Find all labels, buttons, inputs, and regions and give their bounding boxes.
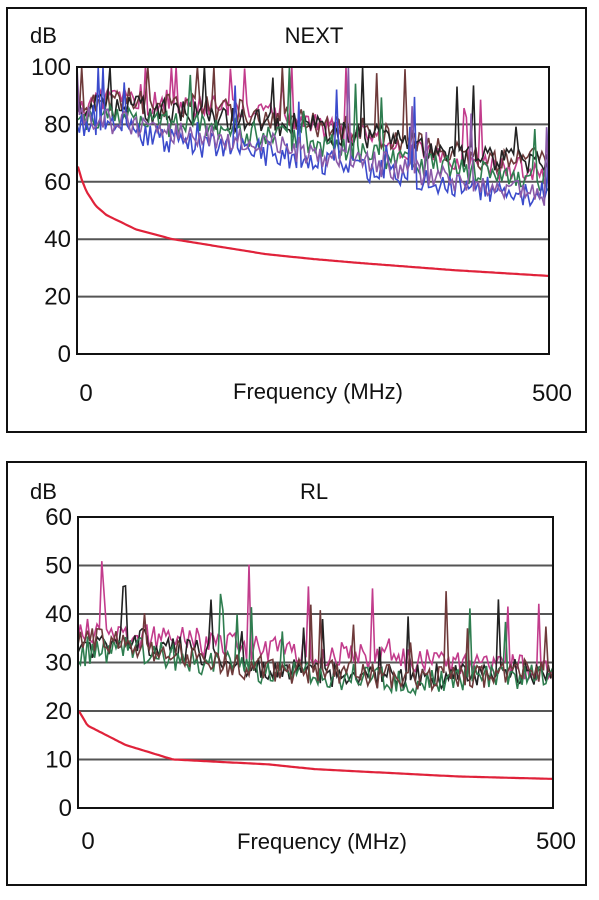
rl-plot-frame bbox=[77, 516, 554, 809]
rl-ytick-10: 10 bbox=[45, 747, 72, 774]
next-plot-frame bbox=[76, 66, 550, 355]
rl-series-0 bbox=[78, 561, 553, 682]
rl-xtick-500: 500 bbox=[536, 828, 576, 855]
next-xtick-500: 500 bbox=[532, 380, 572, 407]
rl-title: RL bbox=[300, 479, 328, 504]
rl-limit-line bbox=[78, 710, 553, 780]
rl-series-2 bbox=[78, 593, 553, 697]
rl-series-3 bbox=[78, 591, 553, 693]
rl-xtick-0: 0 bbox=[81, 828, 94, 855]
rl-ytick-50: 50 bbox=[45, 553, 72, 580]
next-chart-panel: dB NEXT 0 20 40 60 80 100 0 Frequency (MHz) 5… bbox=[6, 7, 587, 433]
next-series-0 bbox=[77, 67, 549, 186]
rl-plot-area: 0 10 20 30 40 50 60 bbox=[45, 504, 554, 822]
rl-ylabel: dB bbox=[30, 479, 57, 504]
next-ytick-20: 20 bbox=[44, 284, 71, 311]
rl-ytick-30: 30 bbox=[45, 650, 72, 677]
next-chart: dB NEXT 0 20 40 60 80 100 0 Frequency (MHz) 5… bbox=[30, 23, 572, 407]
rl-ytick-60: 60 bbox=[45, 504, 72, 531]
rl-xlabel: Frequency (MHz) bbox=[237, 829, 407, 854]
next-series-4 bbox=[77, 67, 549, 208]
rl-ytick-0: 0 bbox=[59, 795, 72, 822]
next-ytick-0: 0 bbox=[58, 341, 71, 368]
next-series-5 bbox=[77, 67, 549, 206]
rl-series-1 bbox=[78, 584, 553, 691]
rl-chart-panel: dB RL 0 10 20 30 40 50 60 0 Frequency (MHz) 50… bbox=[6, 461, 587, 886]
next-title: NEXT bbox=[285, 23, 344, 48]
next-ytick-40: 40 bbox=[44, 226, 71, 253]
next-plot-area: 0 20 40 60 80 100 bbox=[31, 54, 550, 368]
rl-ytick-40: 40 bbox=[45, 601, 72, 628]
next-xtick-0: 0 bbox=[79, 380, 92, 407]
next-ytick-60: 60 bbox=[44, 169, 71, 196]
next-series-3 bbox=[77, 67, 549, 192]
next-ylabel: dB bbox=[30, 23, 57, 48]
next-xlabel: Frequency (MHz) bbox=[233, 379, 403, 404]
next-ytick-100: 100 bbox=[31, 54, 71, 81]
rl-ytick-20: 20 bbox=[45, 698, 72, 725]
next-limit-line bbox=[76, 166, 549, 277]
rl-chart: dB RL 0 10 20 30 40 50 60 0 Frequency (MHz) 50… bbox=[30, 479, 576, 855]
next-ytick-80: 80 bbox=[44, 111, 71, 138]
